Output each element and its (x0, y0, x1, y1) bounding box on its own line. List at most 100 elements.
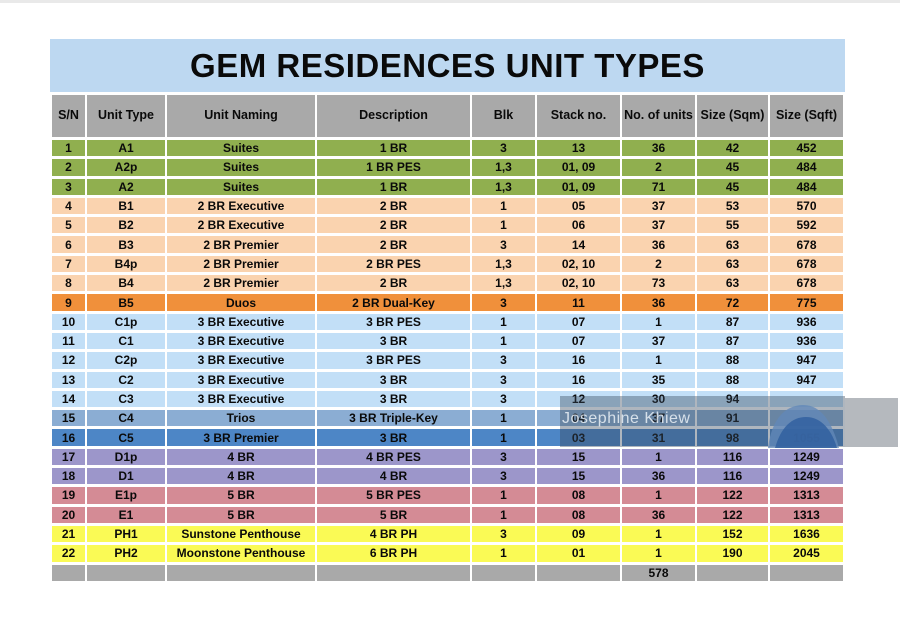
table-cell: 21 (52, 525, 85, 543)
table-cell: 08 (537, 487, 620, 504)
table-cell: 1 (472, 545, 535, 562)
table-cell: 37 (622, 332, 695, 350)
table-row: 5 B2 2 BR Executive 2 BR 1 06 37 55 592 (52, 217, 843, 234)
table-row: 11 C1 3 BR Executive 3 BR 1 07 37 87 936 (52, 332, 843, 350)
table-cell: 16 (537, 352, 620, 369)
table-cell: Trios (167, 410, 315, 427)
table-cell: 1 BR (317, 178, 470, 195)
table-cell: 452 (770, 140, 843, 157)
table-cell: 1055 (770, 429, 843, 446)
watermark-gray-block (845, 398, 898, 447)
total-row-cell (472, 564, 535, 581)
table-cell: Suites (167, 159, 315, 176)
table-row: 19 E1p 5 BR 5 BR PES 1 08 1 122 1313 (52, 487, 843, 504)
table-cell: 5 BR (317, 506, 470, 523)
total-row-cell (87, 564, 165, 581)
table-cell: 2 (52, 159, 85, 176)
total-row-cell (52, 564, 85, 581)
table-cell: 3 (472, 140, 535, 157)
table-cell: 1 (622, 525, 695, 543)
table-cell: 02, 10 (537, 275, 620, 292)
table-cell: 3 BR (317, 429, 470, 446)
table-cell: B2 (87, 217, 165, 234)
table-cell: 2 BR (317, 197, 470, 215)
table-cell: 678 (770, 275, 843, 292)
table-cell: 1 (472, 429, 535, 446)
unit-types-table: S/N Unit Type Unit Naming Description Blk Sta… (50, 92, 845, 584)
table-row: 20 E1 5 BR 5 BR 1 08 36 122 1313 (52, 506, 843, 523)
table-cell: 12 (52, 352, 85, 369)
table-cell: 3 BR Executive (167, 313, 315, 330)
table-cell: 01 (537, 545, 620, 562)
table-cell: 936 (770, 313, 843, 330)
column-header-1: Unit Type (87, 95, 165, 137)
table-cell: 13 (52, 371, 85, 388)
total-units-cell: 578 (622, 564, 695, 581)
table-cell: 04 (537, 410, 620, 427)
table-cell: 16 (537, 371, 620, 388)
table-cell: 2 BR PES (317, 255, 470, 273)
table-cell: 36 (622, 140, 695, 157)
table-cell: 3 BR PES (317, 313, 470, 330)
table-cell: 4 BR (317, 468, 470, 485)
table-cell: 63 (697, 236, 768, 253)
table-cell: 1 (622, 313, 695, 330)
table-cell: 7 (52, 255, 85, 273)
table-row: 22 PH2 Moonstone Penthouse 6 BR PH 1 01 1 190 20… (52, 545, 843, 562)
table-cell: 1,3 (472, 275, 535, 292)
column-header-7: Size (Sqm) (697, 95, 768, 137)
table-cell: 03 (537, 429, 620, 446)
table-cell: 1 (622, 545, 695, 562)
table-cell: 678 (770, 255, 843, 273)
table-cell: 72 (697, 294, 768, 311)
table-cell: E1p (87, 487, 165, 504)
table-cell: D1 (87, 468, 165, 485)
table-cell: 98 (697, 429, 768, 446)
table-cell: 71 (622, 178, 695, 195)
table-cell: D1p (87, 448, 165, 466)
table-cell: 2 BR (317, 217, 470, 234)
table-row: 17 D1p 4 BR 4 BR PES 3 15 1 116 1249 (52, 448, 843, 466)
table-cell: 122 (697, 487, 768, 504)
table-cell: 07 (537, 313, 620, 330)
table-cell: 122 (697, 506, 768, 523)
table-cell: 45 (697, 159, 768, 176)
table-cell: 947 (770, 352, 843, 369)
table-cell: 31 (622, 429, 695, 446)
table-cell: B3 (87, 236, 165, 253)
table-cell: 36 (622, 468, 695, 485)
table-cell: 42 (697, 140, 768, 157)
table-cell: 8 (52, 275, 85, 292)
table-cell: 4 BR (167, 468, 315, 485)
table-cell: 20 (52, 506, 85, 523)
page-title: GEM RESIDENCES UNIT TYPES (190, 46, 705, 84)
table-cell: 22 (52, 545, 85, 562)
table-row: 2 A2p Suites 1 BR PES 1,3 01, 09 2 45 484 (52, 159, 843, 176)
total-row-cell (537, 564, 620, 581)
table-cell: C2p (87, 352, 165, 369)
table-cell: 01, 09 (537, 159, 620, 176)
table-cell: 36 (622, 294, 695, 311)
table-cell: 37 (622, 217, 695, 234)
table-cell: 4 BR PES (317, 448, 470, 466)
column-header-5: Stack no. (537, 95, 620, 137)
table-row: 9 B5 Duos 2 BR Dual-Key 3 11 36 72 775 (52, 294, 843, 311)
table-header-row: S/N Unit Type Unit Naming Description Blk Sta… (52, 95, 843, 137)
table-cell: A2 (87, 178, 165, 195)
table-row: 13 C2 3 BR Executive 3 BR 3 16 35 88 947 (52, 371, 843, 388)
table-cell: 2 BR (317, 236, 470, 253)
total-row-cell (167, 564, 315, 581)
table-cell: 3 (472, 468, 535, 485)
table-cell: Suites (167, 140, 315, 157)
column-header-6: No. of units (622, 95, 695, 137)
table-cell: 35 (622, 371, 695, 388)
table-cell: 06 (537, 217, 620, 234)
table-cell: 1 (472, 217, 535, 234)
table-cell: 5 (52, 217, 85, 234)
column-header-8: Size (Sqft) (770, 95, 843, 137)
table-cell: 592 (770, 217, 843, 234)
table-cell: 1 (622, 487, 695, 504)
table-cell: 30 (622, 390, 695, 408)
table-cell: 87 (697, 313, 768, 330)
table-cell: C1 (87, 332, 165, 350)
